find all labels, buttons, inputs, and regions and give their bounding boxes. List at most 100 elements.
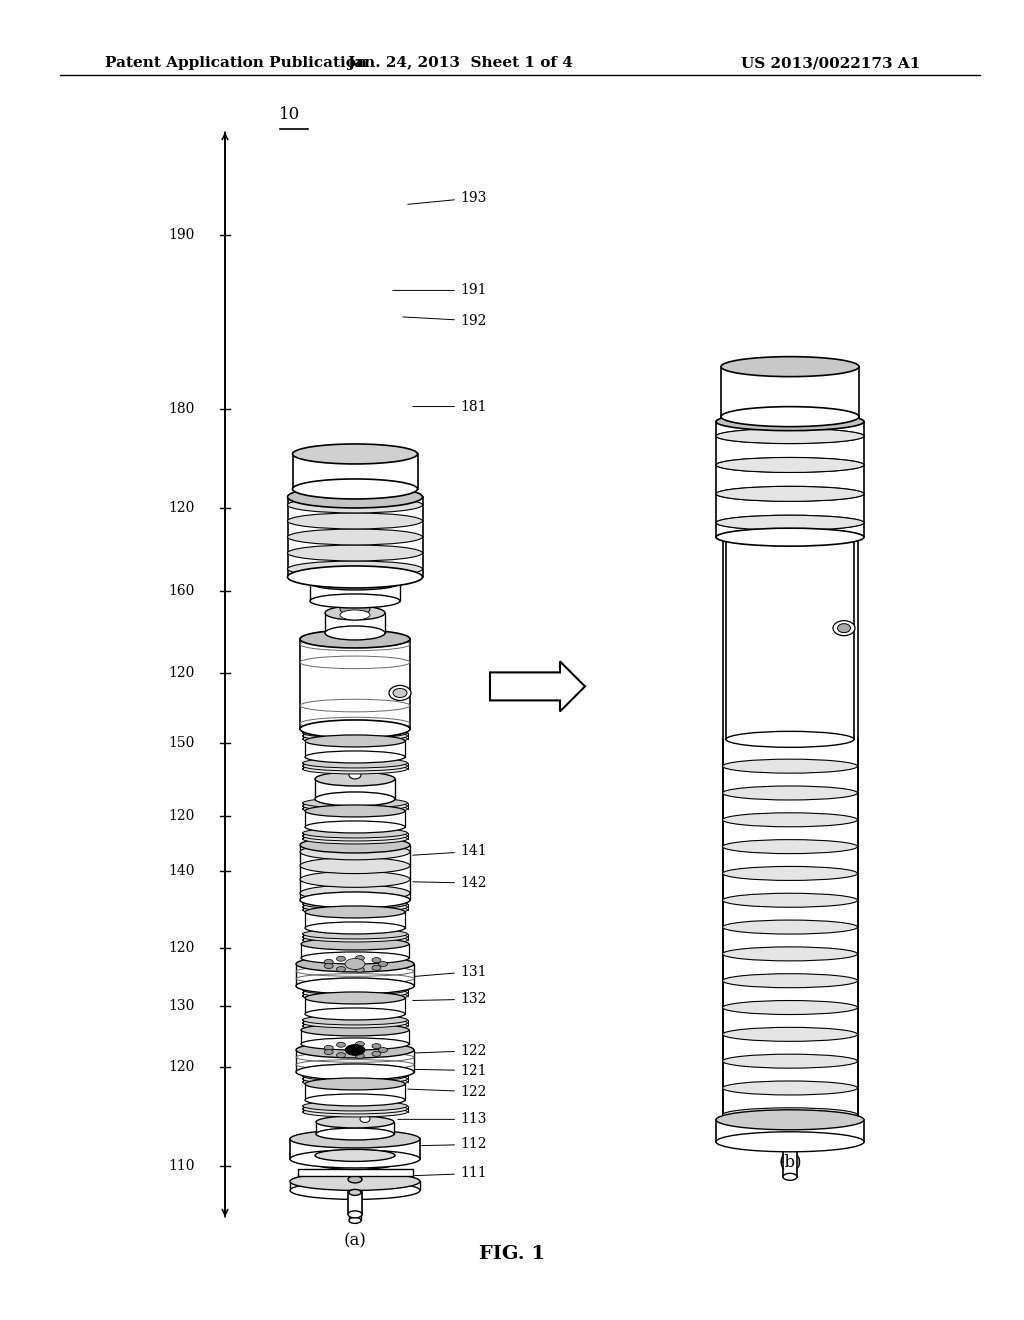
Text: 110: 110 — [169, 1159, 195, 1172]
Ellipse shape — [723, 759, 857, 774]
Ellipse shape — [721, 356, 859, 376]
Ellipse shape — [302, 727, 408, 738]
Ellipse shape — [302, 764, 408, 774]
Ellipse shape — [325, 626, 385, 640]
Ellipse shape — [716, 1131, 864, 1152]
Ellipse shape — [310, 594, 400, 609]
Ellipse shape — [348, 1176, 362, 1183]
Ellipse shape — [315, 1150, 395, 1162]
Ellipse shape — [723, 1081, 857, 1096]
Ellipse shape — [288, 566, 423, 587]
Ellipse shape — [288, 529, 423, 545]
Ellipse shape — [305, 1008, 406, 1020]
Text: 140: 140 — [169, 865, 195, 878]
Ellipse shape — [302, 932, 408, 942]
Bar — [290, 1181, 420, 1191]
Ellipse shape — [288, 486, 423, 508]
Bar — [721, 367, 859, 417]
Ellipse shape — [716, 515, 864, 531]
Ellipse shape — [723, 813, 857, 826]
Ellipse shape — [325, 960, 333, 965]
Ellipse shape — [360, 1115, 370, 1122]
Ellipse shape — [349, 771, 361, 779]
Ellipse shape — [721, 407, 859, 426]
Text: 131: 131 — [413, 965, 486, 978]
Ellipse shape — [302, 991, 408, 1001]
Ellipse shape — [301, 939, 409, 950]
Bar — [288, 496, 423, 577]
Bar — [348, 1179, 362, 1214]
Ellipse shape — [302, 1071, 408, 1081]
Text: 10: 10 — [280, 106, 301, 123]
Ellipse shape — [296, 956, 414, 972]
Ellipse shape — [716, 486, 864, 502]
Ellipse shape — [288, 496, 423, 513]
Ellipse shape — [833, 620, 855, 636]
Ellipse shape — [716, 528, 864, 546]
Text: 111: 111 — [368, 1167, 486, 1180]
Ellipse shape — [716, 413, 864, 430]
Ellipse shape — [348, 1210, 362, 1218]
Ellipse shape — [288, 545, 423, 561]
Ellipse shape — [300, 871, 410, 887]
Ellipse shape — [340, 610, 370, 620]
Ellipse shape — [315, 792, 395, 807]
Ellipse shape — [372, 1051, 381, 1056]
Ellipse shape — [302, 832, 408, 841]
Ellipse shape — [723, 840, 857, 854]
Bar — [723, 420, 857, 1142]
Bar — [315, 1155, 395, 1163]
Ellipse shape — [300, 719, 410, 738]
Ellipse shape — [723, 1055, 857, 1068]
Text: 190: 190 — [169, 228, 195, 242]
Ellipse shape — [716, 458, 864, 473]
Text: 191: 191 — [393, 284, 486, 297]
Bar — [305, 741, 406, 756]
Text: 193: 193 — [408, 191, 486, 205]
Ellipse shape — [325, 964, 333, 969]
Ellipse shape — [305, 821, 406, 833]
Ellipse shape — [305, 991, 406, 1005]
Text: 141: 141 — [413, 845, 486, 858]
Ellipse shape — [389, 685, 411, 701]
Ellipse shape — [372, 957, 381, 962]
Ellipse shape — [293, 444, 418, 463]
Ellipse shape — [723, 1027, 857, 1041]
Ellipse shape — [783, 1173, 797, 1180]
Ellipse shape — [290, 1150, 420, 1168]
Ellipse shape — [302, 1101, 408, 1111]
Ellipse shape — [301, 952, 409, 964]
Ellipse shape — [302, 906, 408, 915]
Text: 181: 181 — [413, 400, 486, 413]
Ellipse shape — [305, 735, 406, 747]
Ellipse shape — [316, 1115, 394, 1129]
Ellipse shape — [288, 513, 423, 529]
Text: 120: 120 — [169, 941, 195, 954]
Ellipse shape — [300, 843, 410, 859]
Ellipse shape — [302, 1020, 408, 1031]
Ellipse shape — [302, 899, 408, 909]
Ellipse shape — [302, 935, 408, 945]
Bar — [305, 998, 406, 1014]
Bar — [716, 1119, 864, 1142]
Text: 150: 150 — [169, 737, 195, 750]
Bar — [290, 1139, 420, 1159]
Ellipse shape — [305, 1078, 406, 1090]
Text: (a): (a) — [344, 1233, 367, 1249]
Ellipse shape — [305, 921, 406, 935]
Ellipse shape — [355, 956, 365, 961]
Ellipse shape — [290, 1181, 420, 1200]
Ellipse shape — [726, 731, 854, 747]
Ellipse shape — [315, 1158, 395, 1170]
Text: US 2013/0022173 A1: US 2013/0022173 A1 — [740, 57, 920, 70]
Bar — [783, 1142, 797, 1177]
FancyArrow shape — [490, 661, 585, 711]
Ellipse shape — [302, 987, 408, 998]
Ellipse shape — [300, 886, 410, 902]
Ellipse shape — [301, 1024, 409, 1036]
Ellipse shape — [372, 1044, 381, 1048]
Ellipse shape — [300, 837, 410, 853]
Ellipse shape — [305, 751, 406, 763]
Bar — [349, 1192, 361, 1221]
Ellipse shape — [783, 1138, 797, 1146]
